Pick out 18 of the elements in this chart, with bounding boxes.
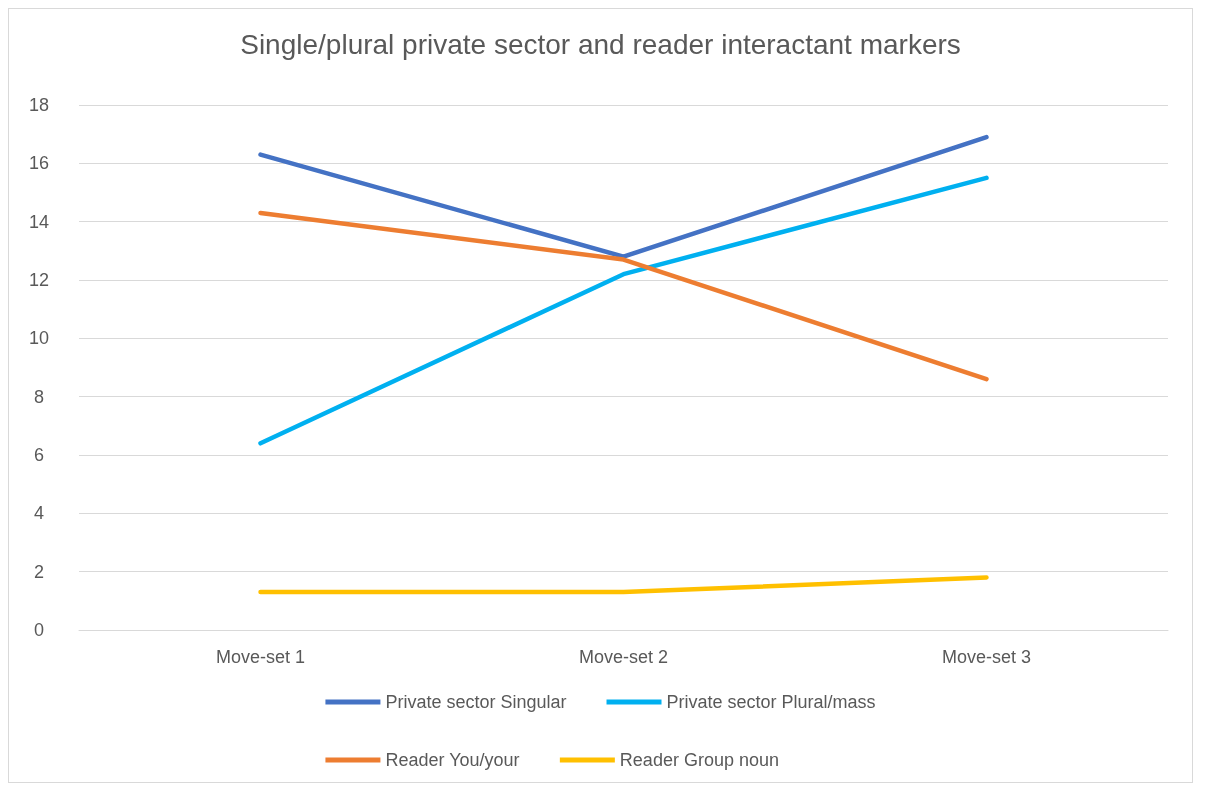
y-tick-label: 12 bbox=[28, 270, 50, 290]
y-tick-label: 16 bbox=[28, 153, 50, 174]
y-tick-label: 4 bbox=[33, 503, 45, 524]
legend-label: Private sector Plural/mass bbox=[666, 692, 876, 712]
y-tick-label: 14 bbox=[28, 211, 50, 232]
y-tick-label: 6 bbox=[33, 445, 45, 465]
y-tick-label: 8 bbox=[33, 386, 45, 407]
x-tick-label: Move-set 2 bbox=[578, 647, 669, 667]
y-tick-label: 0 bbox=[33, 620, 45, 640]
legend-label: Reader Group noun bbox=[619, 750, 779, 770]
y-tick-label: 10 bbox=[28, 328, 50, 349]
x-tick-label: Move-set 1 bbox=[215, 647, 306, 667]
y-tick-label: 18 bbox=[28, 95, 50, 115]
y-tick-label: 2 bbox=[33, 561, 45, 582]
x-tick-label: Move-set 3 bbox=[941, 647, 1032, 667]
legend-label: Private sector Singular bbox=[385, 692, 567, 712]
chart-title: Single/plural private sector and reader interactant markers bbox=[240, 28, 961, 60]
legend-label: Reader You/your bbox=[385, 750, 520, 770]
